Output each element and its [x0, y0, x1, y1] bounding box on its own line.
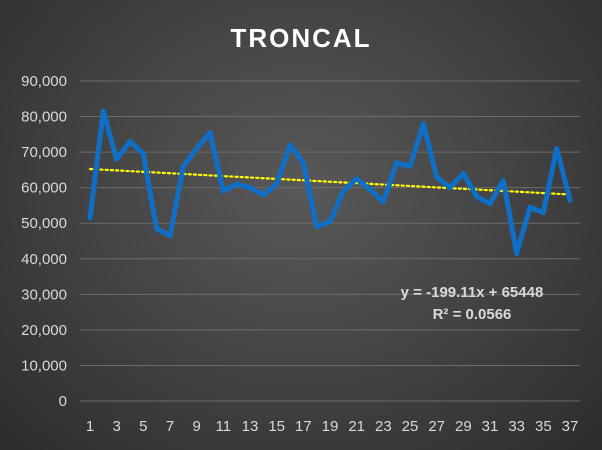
data-point	[447, 185, 453, 191]
y-tick-label: 70,000	[21, 144, 67, 161]
data-point	[380, 199, 386, 205]
x-tick-label: 11	[216, 418, 232, 435]
x-tick-label: 29	[455, 418, 472, 435]
data-point	[247, 185, 253, 191]
data-point	[407, 163, 413, 169]
data-point	[234, 181, 240, 187]
data-point	[154, 226, 160, 232]
data-point	[367, 186, 373, 192]
data-point	[540, 210, 546, 216]
x-tick-label: 25	[402, 418, 419, 435]
data-point	[394, 160, 400, 166]
series	[87, 108, 573, 256]
x-axis: 1 3 5 7 9 11 13 15 17 19 21 23 25 27 29 31 33 35 37	[86, 418, 579, 435]
trendline	[88, 167, 572, 196]
data-point	[354, 176, 360, 182]
x-tick-label: 23	[375, 418, 392, 435]
x-tick-label: 37	[562, 418, 579, 435]
trendline-equation-label: y = -199.11x + 65448	[401, 284, 544, 301]
gridlines	[80, 80, 580, 402]
x-tick-label: 13	[242, 418, 259, 435]
x-tick-label: 33	[508, 418, 525, 435]
data-point	[514, 250, 520, 256]
data-point	[500, 178, 506, 184]
y-tick-label: 90,000	[21, 73, 67, 90]
x-tick-label: 3	[112, 418, 120, 435]
data-point	[460, 170, 466, 176]
x-tick-label: 35	[535, 418, 552, 435]
data-point	[194, 146, 200, 152]
chart-title: TRONCAL	[230, 23, 371, 53]
data-point	[87, 215, 93, 221]
data-point	[554, 146, 560, 152]
data-point	[340, 188, 346, 194]
data-point	[527, 204, 533, 210]
trendline-line	[88, 167, 572, 196]
x-tick-label: 1	[86, 418, 94, 435]
data-point	[420, 121, 426, 127]
y-tick-label: 80,000	[21, 109, 67, 126]
x-tick-label: 31	[482, 418, 499, 435]
x-tick-label: 17	[295, 418, 312, 435]
data-point	[180, 163, 186, 169]
y-tick-label: 50,000	[21, 215, 67, 232]
data-point	[300, 160, 306, 166]
data-point	[327, 218, 333, 224]
x-tick-label: 5	[139, 418, 147, 435]
y-tick-label: 30,000	[21, 286, 67, 303]
data-point	[287, 142, 293, 148]
data-point	[114, 156, 120, 162]
x-tick-label: 7	[166, 418, 174, 435]
data-point	[274, 181, 280, 187]
data-point	[434, 174, 440, 180]
data-point	[220, 188, 226, 194]
data-point	[167, 233, 173, 239]
data-point	[140, 151, 146, 157]
x-tick-label: 19	[322, 418, 339, 435]
data-point	[567, 197, 573, 203]
data-point	[474, 194, 480, 200]
y-tick-label: 40,000	[21, 251, 67, 268]
data-point	[207, 130, 213, 136]
x-tick-label: 27	[428, 418, 445, 435]
y-tick-label: 60,000	[21, 180, 67, 197]
x-tick-label: 15	[268, 418, 285, 435]
data-point	[100, 108, 106, 114]
data-point	[127, 138, 133, 144]
trendline-r2-label: R² = 0.0566	[433, 306, 512, 323]
data-point	[260, 192, 266, 198]
x-tick-label: 21	[348, 418, 365, 435]
data-point	[314, 224, 320, 230]
y-tick-label: 0	[59, 393, 67, 410]
y-axis: 0 10,000 20,000 30,000 40,000 50,000 60,000 70,…	[21, 73, 67, 410]
y-tick-label: 20,000	[21, 322, 67, 339]
x-tick-label: 9	[192, 418, 200, 435]
y-tick-label: 10,000	[21, 357, 67, 374]
data-point	[487, 201, 493, 207]
